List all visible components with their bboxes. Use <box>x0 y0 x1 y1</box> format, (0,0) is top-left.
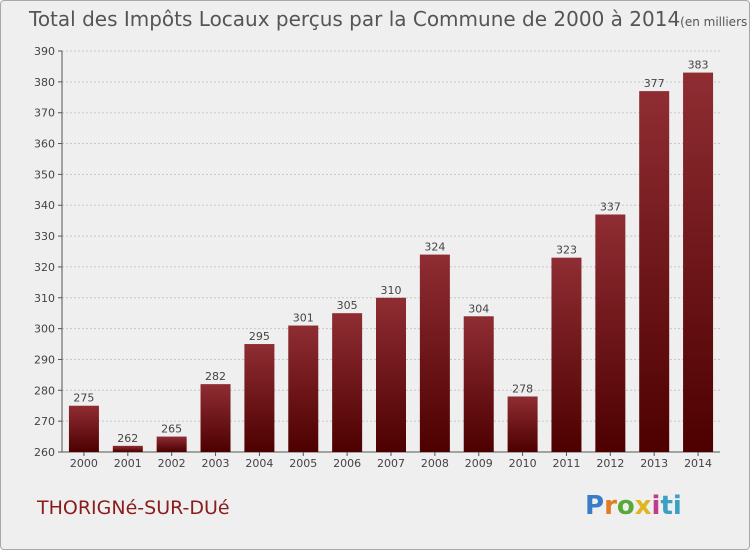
y-tick-label: 280 <box>34 384 55 397</box>
bar-2009[interactable] <box>463 316 494 452</box>
bar-2008[interactable] <box>419 254 450 452</box>
bar-2003[interactable] <box>200 384 231 452</box>
y-tick-label: 270 <box>34 415 55 428</box>
chart-title-main: Total des Impôts Locaux perçus par la Co… <box>29 7 681 31</box>
logo-letter: i <box>651 491 661 521</box>
bar-2014[interactable] <box>683 72 714 452</box>
x-tick-label-2000: 2000 <box>70 457 98 470</box>
y-tick-label: 340 <box>34 199 55 212</box>
y-tick-label: 260 <box>34 446 55 459</box>
data-label-2013: 377 <box>644 77 665 90</box>
data-label-2012: 337 <box>600 200 621 213</box>
y-tick-label: 310 <box>34 292 55 305</box>
logo-letter: ti <box>660 491 682 521</box>
x-tick-label-2004: 2004 <box>245 457 273 470</box>
bar-2010[interactable] <box>507 396 538 452</box>
data-label-2005: 301 <box>293 312 314 325</box>
x-tick-label-2011: 2011 <box>552 457 580 470</box>
bar-2013[interactable] <box>639 91 670 452</box>
commune-name: THORIGNé-SUR-DUé <box>37 497 230 519</box>
x-tick-label-2005: 2005 <box>289 457 317 470</box>
chart-title: Total des Impôts Locaux perçus par la Co… <box>29 7 749 31</box>
bar-2006[interactable] <box>332 313 363 452</box>
x-tick-label-2008: 2008 <box>421 457 449 470</box>
y-tick-label: 360 <box>34 138 55 151</box>
x-tick-label-2012: 2012 <box>596 457 624 470</box>
y-tick-label: 370 <box>34 107 55 120</box>
data-label-2009: 304 <box>468 302 489 315</box>
x-tick-label-2009: 2009 <box>465 457 493 470</box>
x-tick-label-2010: 2010 <box>509 457 537 470</box>
logo-letter: P <box>585 491 605 521</box>
x-tick-label-2002: 2002 <box>158 457 186 470</box>
bar-2007[interactable] <box>376 297 406 452</box>
data-label-2001: 262 <box>117 432 138 445</box>
bar-2002[interactable] <box>156 436 187 452</box>
data-label-2011: 323 <box>556 244 577 257</box>
logo-letter: r <box>604 491 617 521</box>
data-label-2002: 265 <box>161 423 182 436</box>
y-tick-label: 300 <box>34 323 55 336</box>
bar-2001[interactable] <box>112 445 143 452</box>
y-tick-label: 380 <box>34 76 55 89</box>
logo-letter: o <box>616 491 635 521</box>
data-label-2010: 278 <box>512 382 533 395</box>
data-label-2007: 310 <box>381 284 402 297</box>
data-label-2014: 383 <box>688 59 709 72</box>
bar-2004[interactable] <box>244 344 275 452</box>
bar-2012[interactable] <box>595 214 626 452</box>
y-tick-label: 390 <box>34 45 55 58</box>
data-label-2004: 295 <box>249 330 270 343</box>
data-label-2008: 324 <box>424 241 445 254</box>
x-tick-label-2003: 2003 <box>202 457 230 470</box>
data-label-2006: 305 <box>337 299 358 312</box>
x-tick-label-2007: 2007 <box>377 457 405 470</box>
data-label-2003: 282 <box>205 370 226 383</box>
bar-2005[interactable] <box>288 325 319 452</box>
data-label-2000: 275 <box>73 392 94 405</box>
y-tick-label: 330 <box>34 230 55 243</box>
proxiti-logo[interactable]: Proxiti <box>585 491 682 521</box>
y-tick-label: 350 <box>34 168 55 181</box>
x-tick-label-2006: 2006 <box>333 457 361 470</box>
logo-letter: x <box>634 491 652 521</box>
y-tick-label: 320 <box>34 261 55 274</box>
bar-2011[interactable] <box>551 257 582 452</box>
bar-2000[interactable] <box>68 405 99 452</box>
x-tick-label-2014: 2014 <box>684 457 712 470</box>
x-tick-label-2013: 2013 <box>640 457 668 470</box>
x-tick-label-2001: 2001 <box>114 457 142 470</box>
chart-title-unit: (en milliers d'€) <box>680 15 749 29</box>
y-tick-label: 290 <box>34 353 55 366</box>
